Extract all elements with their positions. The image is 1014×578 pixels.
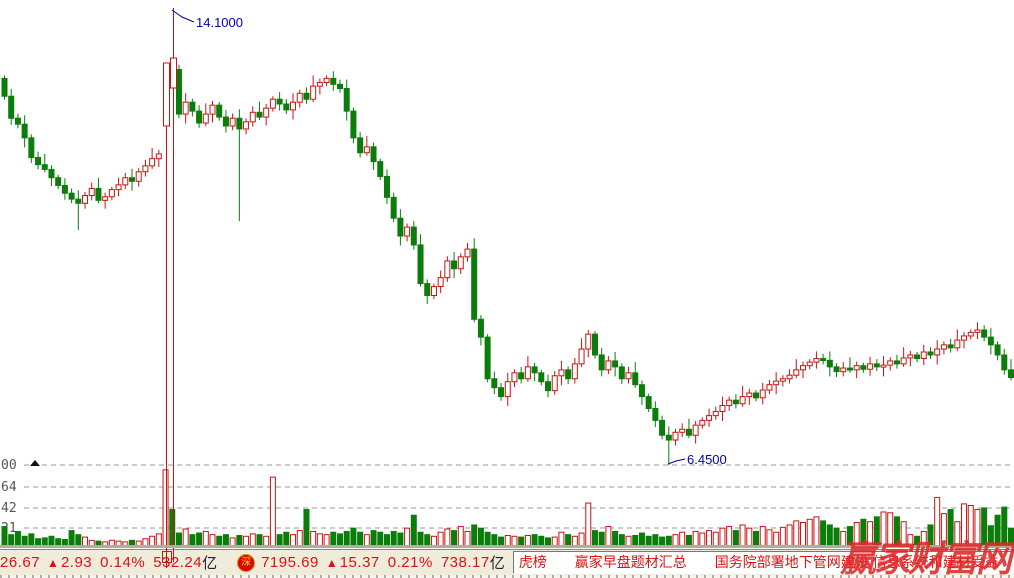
spike-candle-extension (173, 548, 174, 562)
index2-value: 7195.69 (261, 554, 319, 571)
svg-text:00: 00 (1, 458, 17, 473)
news-ticker-text: 虎榜 赢家早盘题材汇总 国务院部署地下管网建设 信息系统和建材受益 (518, 554, 999, 570)
svg-text:42: 42 (1, 501, 17, 516)
index2-percent: 0.21% (387, 554, 433, 571)
volume-bars (1, 469, 1014, 547)
spike-candle-extension (166, 548, 167, 568)
index1-unit: 亿 (202, 555, 218, 572)
pane-separator (0, 545, 1014, 548)
shenzhen-index-icon: 深 (237, 553, 256, 572)
svg-text:6.4500: 6.4500 (687, 452, 727, 467)
candles (1, 64, 1014, 465)
triangle-marker (30, 460, 40, 466)
index2-unit: 亿 (489, 555, 505, 572)
index2-amount: 738.17 (440, 554, 490, 571)
price-annotations: 14.1000 6.4500 (171, 9, 727, 467)
index1-value: 26.67 (0, 554, 41, 571)
up-arrow-icon: ▲ (47, 555, 59, 570)
news-ticker[interactable]: 虎榜 赢家早盘题材汇总 国务院部署地下管网建设 信息系统和建材受益 (512, 551, 1014, 574)
status-bar: 26.67 ▲ 2.93 0.14% 532.24 亿 深 7195.69 ▲ … (0, 549, 1014, 575)
svg-text:14.1000: 14.1000 (196, 15, 243, 30)
spike-candle (163, 8, 177, 548)
spike-candle-body-bottom (162, 551, 172, 563)
index1-amount: 532.24 (153, 554, 203, 571)
index1-change: 2.93 (60, 554, 93, 571)
index2-change: 15.37 (339, 554, 380, 571)
index1-percent: 0.14% (100, 554, 146, 571)
svg-text:64: 64 (1, 480, 17, 495)
up-arrow-icon: ▲ (325, 555, 338, 570)
clipped-bottom-row (0, 574, 1014, 578)
